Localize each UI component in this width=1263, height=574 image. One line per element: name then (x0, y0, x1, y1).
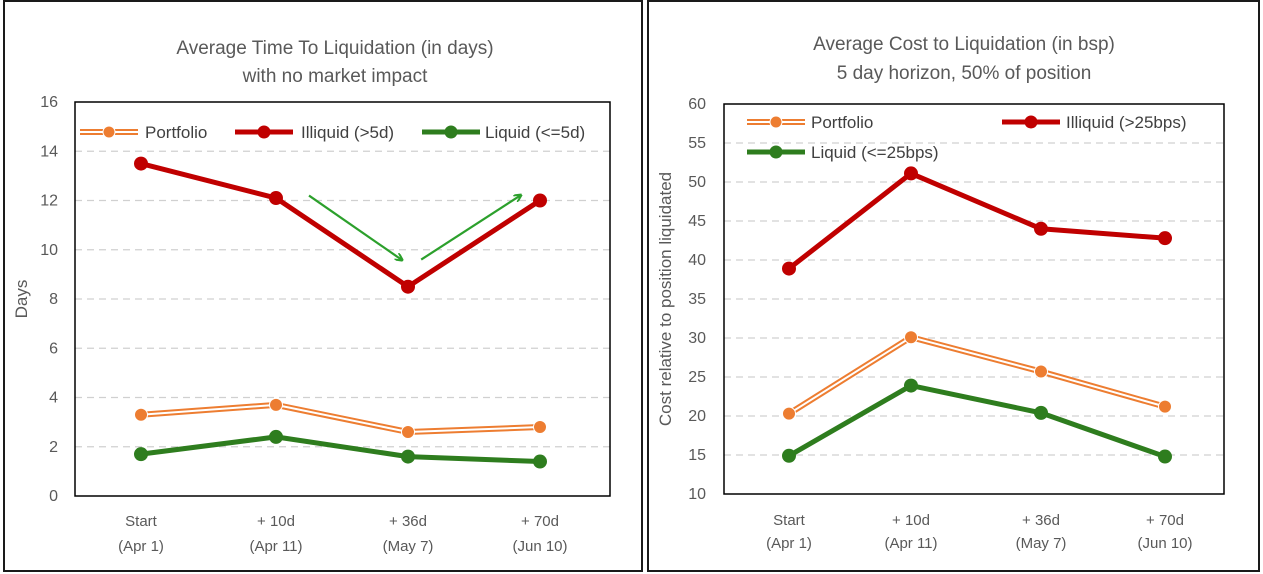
x-tick-label-3-line-1: + 36d (389, 513, 427, 530)
trend-arrow-1 (308, 194, 401, 260)
legend-label-liquid-25bps: Liquid (<=25bps) (811, 143, 939, 162)
legend-label-liquid-5d: Liquid (<=5d) (485, 123, 585, 142)
data-point-portfolio-3 (401, 424, 415, 439)
y-tick-label-16: 16 (40, 94, 58, 111)
x-tick-label-1-line-1: Start (125, 513, 158, 530)
data-point-portfolio-1 (782, 406, 796, 421)
x-tick-label-1-line-2: (Apr 1) (766, 535, 812, 552)
y-tick-label-60: 60 (688, 96, 706, 113)
x-tick-label-4-line-2: (Jun 10) (512, 538, 567, 555)
x-tick-label-1-line-1: Start (773, 512, 806, 529)
x-tick-label-3-line-2: (May 7) (1016, 535, 1067, 552)
data-point-portfolio-4 (1158, 399, 1172, 414)
legend-swatch-marker-portfolio (769, 115, 783, 129)
data-point-portfolio-3 (1034, 364, 1048, 379)
series-line-inner-portfolio (140, 403, 541, 433)
legend-swatch-marker-liquid-5d (444, 125, 458, 139)
data-point-illiquid-5d-3 (401, 279, 415, 294)
series-line-inner-portfolio (788, 336, 1166, 415)
y-tick-label-6: 6 (49, 340, 58, 357)
data-point-liquid-5d-2 (269, 429, 283, 444)
y-tick-label-10: 10 (688, 486, 706, 503)
x-tick-label-3-line-2: (May 7) (383, 538, 434, 555)
chart-panel-cost-to-liquidation: Average Cost to Liquidation (in bsp) 5 da… (647, 0, 1260, 572)
series-line-liquid-25bps (787, 383, 1166, 459)
x-tick-label-2-line-2: (Apr 11) (884, 535, 937, 552)
y-tick-label-55: 55 (688, 135, 706, 152)
y-tick-label-15: 15 (688, 447, 706, 464)
y-tick-label-10: 10 (40, 242, 58, 259)
y-tick-label-25: 25 (688, 369, 706, 386)
y-axis-label: Days (12, 280, 31, 319)
data-point-illiquid-5d-4 (533, 193, 547, 208)
data-point-portfolio-2 (269, 397, 283, 412)
chart-panel-time-to-liquidation: Average Time To Liquidation (in days) wit… (3, 0, 643, 572)
x-tick-label-2-line-1: + 10d (892, 512, 930, 529)
y-tick-label-50: 50 (688, 174, 706, 191)
chart-title-line-2: with no market impact (242, 66, 429, 87)
data-point-portfolio-4 (533, 420, 547, 435)
y-tick-label-30: 30 (688, 330, 706, 347)
x-tick-label-1-line-2: (Apr 1) (118, 538, 164, 555)
y-tick-label-8: 8 (49, 291, 58, 308)
data-point-illiquid-5d-1 (134, 156, 148, 171)
chart-title-line-1: Average Cost to Liquidation (in bsp) (813, 34, 1115, 55)
data-point-liquid-5d-4 (533, 454, 547, 469)
legend-swatch-marker-illiquid-5d (257, 125, 271, 139)
data-point-illiquid-25bps-3 (1034, 221, 1048, 236)
y-tick-label-4: 4 (49, 390, 58, 407)
data-point-illiquid-25bps-2 (904, 166, 918, 181)
data-point-portfolio-2 (904, 330, 918, 345)
legend-swatch-marker-portfolio (102, 125, 116, 139)
x-tick-label-3-line-1: + 36d (1022, 512, 1060, 529)
x-tick-label-2-line-2: (Apr 11) (249, 538, 302, 555)
y-tick-label-0: 0 (49, 488, 58, 505)
series-line-portfolio (787, 334, 1166, 417)
y-tick-label-40: 40 (688, 252, 706, 269)
chart-cost-to-liquidation: Average Cost to Liquidation (in bsp) 5 da… (656, 34, 1225, 552)
y-tick-label-14: 14 (40, 143, 58, 160)
plot-area-frame (723, 103, 1225, 495)
data-point-liquid-5d-3 (401, 449, 415, 464)
y-tick-label-35: 35 (688, 291, 706, 308)
y-tick-label-12: 12 (40, 193, 58, 210)
x-tick-label-4-line-2: (Jun 10) (1137, 535, 1192, 552)
data-point-illiquid-25bps-4 (1158, 231, 1172, 246)
legend-swatch-marker-illiquid-25bps (1024, 115, 1038, 129)
data-point-liquid-25bps-4 (1158, 449, 1172, 464)
x-tick-label-2-line-1: + 10d (257, 513, 295, 530)
series-line-illiquid-5d (140, 161, 542, 290)
plot-area-frame (74, 101, 611, 497)
legend-label-portfolio: Portfolio (811, 113, 873, 132)
series-line-liquid-5d (140, 434, 541, 465)
legend-swatch-marker-liquid-25bps (769, 145, 783, 159)
data-point-liquid-25bps-2 (904, 378, 918, 393)
legend-label-illiquid-5d: Illiquid (>5d) (301, 123, 394, 142)
data-point-liquid-25bps-3 (1034, 405, 1048, 420)
data-point-portfolio-1 (134, 407, 148, 422)
chart-title-line-1: Average Time To Liquidation (in days) (176, 38, 493, 59)
legend-label-illiquid-25bps: Illiquid (>25bps) (1066, 113, 1187, 132)
legend-label-portfolio: Portfolio (145, 123, 207, 142)
chart-time-to-liquidation: Average Time To Liquidation (in days) wit… (12, 38, 611, 555)
x-tick-label-4-line-1: + 70d (521, 513, 559, 530)
y-tick-label-20: 20 (688, 408, 706, 425)
data-point-illiquid-25bps-1 (782, 261, 796, 276)
chart-title-line-2: 5 day horizon, 50% of position (837, 63, 1092, 84)
data-point-illiquid-5d-2 (269, 191, 283, 206)
y-tick-label-45: 45 (688, 213, 706, 230)
y-tick-label-2: 2 (49, 439, 58, 456)
data-point-liquid-25bps-1 (782, 448, 796, 463)
data-point-liquid-5d-1 (134, 447, 148, 462)
x-tick-label-4-line-1: + 70d (1146, 512, 1184, 529)
trend-arrow-2 (420, 196, 520, 261)
y-axis-label: Cost relative to position liquidated (656, 172, 675, 426)
series-line-illiquid-25bps (787, 170, 1166, 271)
